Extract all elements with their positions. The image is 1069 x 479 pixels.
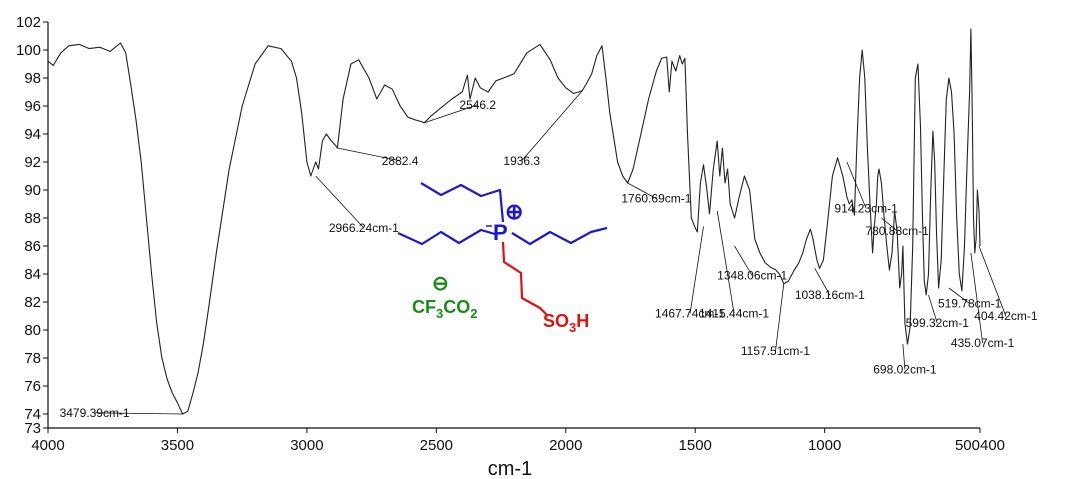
phosphorus-atom: P bbox=[493, 220, 508, 245]
butyl-chain-left bbox=[397, 228, 496, 246]
spectrum-series bbox=[47, 28, 981, 415]
x-axis-ticks: 4000 3500 3000 2500 2000 1500 1000 500400 bbox=[31, 428, 1005, 454]
peak-leader-line bbox=[627, 182, 657, 199]
peak-label: 914.23cm-1 bbox=[834, 201, 898, 215]
peak-label: 435.07cm-1 bbox=[951, 336, 1015, 350]
peak-label: 2546.2 bbox=[459, 98, 496, 112]
anion-cf3-text: CF bbox=[412, 297, 436, 317]
positive-charge-icon: ⊕ bbox=[505, 199, 523, 224]
peak-leader-line bbox=[734, 245, 753, 276]
x-tick-label: 1500 bbox=[679, 437, 712, 454]
peak-leader-line bbox=[978, 245, 1007, 317]
peak-label: 3479.39cm-1 bbox=[60, 406, 130, 420]
so3h-subscript-3: 3 bbox=[569, 320, 576, 335]
peak-label: 2966.24cm-1 bbox=[329, 221, 399, 235]
y-tick-label: 78 bbox=[24, 350, 41, 367]
x-tick-label: 2000 bbox=[549, 437, 582, 454]
peak-annotations: 3479.39cm-1 2966.24cm-1 2882.4 2546.2 1936.3… bbox=[60, 90, 1038, 420]
butyl-chain-top bbox=[420, 182, 505, 223]
peak-leader-line bbox=[775, 283, 785, 352]
peak-leader-line bbox=[689, 226, 704, 314]
x-tick-label: 1000 bbox=[808, 437, 841, 454]
peak-leader-line bbox=[928, 294, 938, 324]
peak-leader-line bbox=[902, 343, 906, 370]
peak-label: 404.42cm-1 bbox=[974, 309, 1038, 323]
y-tick-label: 92 bbox=[24, 154, 41, 171]
y-tick-label: 90 bbox=[24, 182, 41, 199]
x-tick-label: 3500 bbox=[161, 437, 194, 454]
y-tick-label: 74 bbox=[24, 406, 41, 423]
y-tick-label: 73 bbox=[24, 420, 41, 437]
x-tick-label: 2500 bbox=[420, 437, 453, 454]
so3h-h-text: H bbox=[576, 311, 589, 331]
propyl-sulfonic-chain bbox=[501, 241, 549, 317]
peak-leader-line bbox=[846, 161, 867, 209]
sulfonic-acid-group: SO3H bbox=[543, 311, 589, 335]
peak-leader-line bbox=[814, 268, 831, 296]
y-tick-label: 100 bbox=[16, 42, 41, 59]
peak-leader-line bbox=[424, 104, 478, 124]
peak-label: 1157.51cm-1 bbox=[741, 344, 810, 358]
peak-label: 2882.4 bbox=[382, 154, 419, 168]
so3h-so-text: SO bbox=[543, 311, 569, 331]
y-tick-label: 82 bbox=[24, 294, 41, 311]
phosphonium-cation bbox=[397, 182, 608, 317]
y-tick-label: 88 bbox=[24, 210, 41, 227]
y-tick-label: 86 bbox=[24, 238, 41, 255]
peak-leader-line bbox=[948, 287, 970, 304]
peak-label: 1415.44cm-1 bbox=[699, 306, 769, 320]
peak-leader-line bbox=[970, 252, 983, 343]
peak-label: 1038.16cm-1 bbox=[795, 288, 865, 302]
molecule-structure: P ⊕ ⊖ CF3CO2 SO3H bbox=[397, 182, 608, 335]
peak-label: 1348.06cm-1 bbox=[717, 269, 787, 283]
x-tick-label: 4000 bbox=[31, 437, 64, 454]
axes bbox=[47, 22, 980, 429]
peak-label: 519.78cm-1 bbox=[938, 297, 1002, 311]
x-tick-label: 500400 bbox=[955, 437, 1005, 454]
peak-leader-line bbox=[521, 90, 583, 162]
peak-label: 599.32cm-1 bbox=[906, 316, 970, 330]
y-tick-label: 80 bbox=[24, 322, 41, 339]
y-tick-label: 96 bbox=[24, 98, 41, 115]
peak-label: 1760.69cm-1 bbox=[621, 192, 691, 206]
negative-charge-icon: ⊖ bbox=[432, 273, 449, 295]
peak-leader-line bbox=[315, 175, 365, 229]
peak-leader-line bbox=[337, 147, 401, 162]
y-tick-label: 98 bbox=[24, 70, 41, 87]
spectrum-line bbox=[47, 28, 981, 415]
anion-subscript-2: 2 bbox=[470, 306, 477, 321]
peak-leader-line bbox=[716, 210, 735, 314]
y-tick-label: 84 bbox=[24, 266, 41, 283]
y-tick-label: 76 bbox=[24, 378, 41, 395]
peak-leader-line bbox=[94, 412, 183, 415]
peak-label: 698.02cm-1 bbox=[873, 362, 937, 376]
peak-label: 1467.74cm-1 bbox=[655, 306, 725, 320]
x-tick-label: 3000 bbox=[290, 437, 323, 454]
peak-label: 1936.3 bbox=[503, 154, 540, 168]
trifluoroacetate-anion: CF3CO2 bbox=[412, 297, 477, 321]
peak-leader-line bbox=[881, 217, 898, 232]
peak-label: 780.88cm-1 bbox=[865, 224, 929, 238]
anion-co-text: CO bbox=[443, 297, 470, 317]
x-axis-title: cm-1 bbox=[488, 458, 532, 479]
butyl-chain-right bbox=[511, 226, 608, 246]
y-tick-label: 102 bbox=[16, 14, 41, 31]
y-tick-label: 94 bbox=[24, 126, 41, 143]
anion-subscript-3: 3 bbox=[436, 306, 443, 321]
